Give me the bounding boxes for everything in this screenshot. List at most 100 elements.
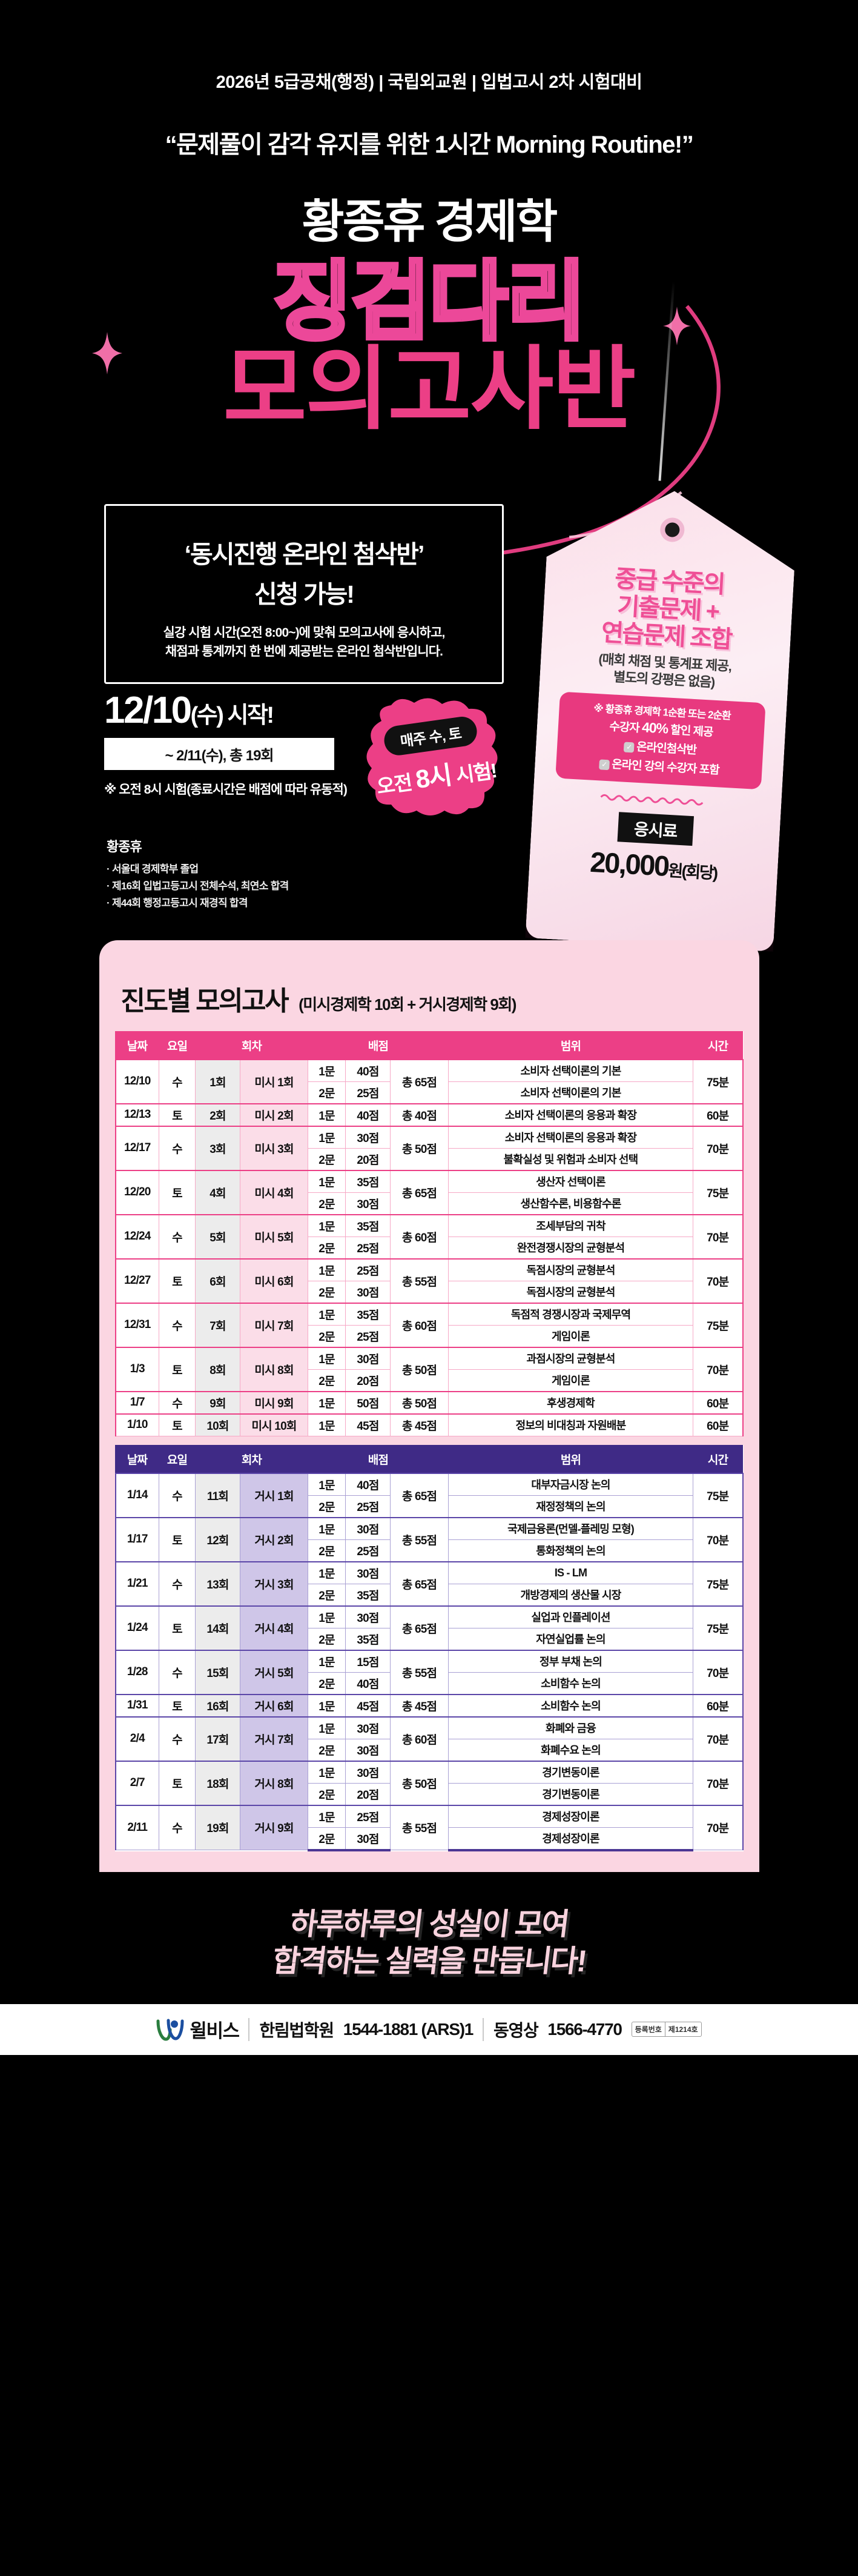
table-row: 12/10 수 1회 미시 1회 1문 40점 총 65점 소비자 선택이론의 기본 75분 bbox=[114, 1058, 744, 1104]
check-icon: ✓ bbox=[623, 742, 635, 753]
cell-points: 35점 bbox=[345, 1302, 391, 1326]
price-tag: 중급 수준의 기출문제 + 연습문제 조합 (매회 채점 및 통계표 제공, 별… bbox=[522, 281, 807, 960]
cell-question-no: 2문 bbox=[308, 1495, 346, 1518]
headline-quote: “문제풀이 감각 유지를 위한 1시간 Morning Routine!” bbox=[165, 131, 694, 158]
cell-session-label: 거시 2회 bbox=[240, 1516, 308, 1562]
table-header-row: 날짜 요일 회차 배점 범위 시간 bbox=[115, 1444, 743, 1473]
cell-range: 소비자 선택이론의 기본 bbox=[448, 1081, 693, 1104]
tag-headline: 중급 수준의 기출문제 + 연습문제 조합 bbox=[553, 562, 784, 656]
headline-instructor-course: 황종휴 경제학 bbox=[302, 196, 558, 248]
cell-session-no: 1회 bbox=[195, 1058, 240, 1104]
footer-bar: 윌비스 한림법학원 1544-1881 (ARS)1 동영상 1566-4770… bbox=[0, 2003, 858, 2055]
cell-session-no: 5회 bbox=[195, 1213, 240, 1259]
start-date-day: (수) 시작! bbox=[190, 702, 274, 728]
cell-range: 불확실성 및 위험과 소비자 선택 bbox=[448, 1147, 693, 1170]
credential-item: · 제44회 행정고등고시 재경직 합격 bbox=[107, 897, 248, 909]
cell-date: 12/17 bbox=[114, 1125, 159, 1170]
cell-total-points: 총 50점 bbox=[389, 1760, 449, 1805]
phone-main[interactable]: 1544-1881 (ARS)1 bbox=[343, 2019, 474, 2039]
cell-total-points: 총 65점 bbox=[389, 1169, 449, 1215]
credential-item: · 제16회 입법고등고시 전체수석, 최연소 합격 bbox=[107, 880, 289, 892]
cell-question-no: 2문 bbox=[308, 1369, 346, 1392]
discount-percent: 40% bbox=[641, 719, 668, 737]
credential-item: · 서울대 경제학부 졸업 bbox=[107, 863, 199, 875]
fee-amount: 20,000 bbox=[589, 845, 670, 882]
cell-session-label: 거시 5회 bbox=[240, 1649, 308, 1695]
col-session: 회차 bbox=[195, 1031, 308, 1060]
cell-question-no: 1문 bbox=[308, 1804, 346, 1828]
online-box-desc-line-2: 채점과 통계까지 한 번에 제공받는 온라인 첨삭반입니다. bbox=[165, 645, 443, 659]
cell-total-points: 총 50점 bbox=[389, 1125, 449, 1170]
professor-name: 황종휴 bbox=[107, 838, 142, 854]
col-day: 요일 bbox=[159, 1031, 196, 1060]
col-date: 날짜 bbox=[115, 1444, 159, 1473]
cell-range: 독점시장의 균형분석 bbox=[448, 1258, 693, 1281]
cell-date: 12/27 bbox=[114, 1258, 159, 1303]
cell-day: 수 bbox=[159, 1649, 196, 1695]
cell-range: 화폐수요 논의 bbox=[448, 1738, 693, 1761]
cell-session-label: 거시 6회 bbox=[240, 1693, 308, 1717]
cell-day: 토 bbox=[159, 1346, 196, 1392]
brand-logo[interactable]: 윌비스 bbox=[156, 2016, 240, 2043]
cell-question-no: 1문 bbox=[308, 1516, 346, 1540]
cell-day: 수 bbox=[159, 1472, 196, 1518]
cell-total-points: 총 65점 bbox=[389, 1605, 449, 1650]
cell-range: 소비자 선택이론의 응용과 확장 bbox=[448, 1125, 693, 1149]
cell-points: 25점 bbox=[345, 1081, 391, 1104]
table-row: 2문 25점 완전경쟁시장의 균형분석 bbox=[116, 1236, 743, 1259]
phone-video[interactable]: 1566-4770 bbox=[547, 2019, 622, 2039]
cell-date: 1/7 bbox=[114, 1390, 159, 1414]
online-box-description: 실강 시험 시간(오전 8:00~)에 맞춰 모의고사에 응시하고, 채점과 통… bbox=[118, 623, 490, 662]
discount-check-1-label: 온라인첨삭반 bbox=[636, 740, 697, 757]
cell-session-no: 16회 bbox=[195, 1693, 240, 1717]
discount-prefix: 수강자 bbox=[609, 720, 642, 735]
cell-range: 경기변동이론 bbox=[448, 1782, 693, 1805]
video-label: 동영상 bbox=[493, 2020, 539, 2040]
cell-session-no: 12회 bbox=[195, 1516, 240, 1562]
cell-date: 1/14 bbox=[114, 1472, 159, 1518]
cell-question-no: 1문 bbox=[308, 1346, 346, 1370]
cell-session-no: 14회 bbox=[195, 1605, 240, 1650]
cell-time: 60분 bbox=[693, 1693, 744, 1717]
table-row: 2문 20점 불확실성 및 위험과 소비자 선택 bbox=[116, 1147, 743, 1170]
blob-time-text: 오전 8시 시험! bbox=[374, 748, 498, 802]
top-banner-text: 2026년 5급공채(행정) | 국립외교원 | 입법고시 2차 시험대비 bbox=[216, 73, 642, 92]
cell-points: 30점 bbox=[345, 1192, 391, 1215]
cell-day: 토 bbox=[159, 1258, 196, 1303]
cell-session-label: 거시 7회 bbox=[240, 1716, 308, 1761]
wave-divider-icon bbox=[600, 794, 704, 806]
cell-points: 25점 bbox=[345, 1258, 391, 1281]
macro-table-body: 1/14 수 11회 거시 1회 1문 40점 총 65점 대부자금시장 논의 75분 2문 25점… bbox=[114, 1472, 744, 1851]
cell-points: 35점 bbox=[345, 1627, 391, 1650]
cell-points: 30점 bbox=[345, 1827, 391, 1851]
academy-name: 한림법학원 bbox=[259, 2020, 334, 2040]
willbes-logo-icon bbox=[156, 2019, 184, 2041]
cell-points: 25점 bbox=[345, 1236, 391, 1259]
cell-question-no: 1문 bbox=[308, 1103, 346, 1126]
col-session: 회차 bbox=[195, 1444, 308, 1473]
cell-time: 75분 bbox=[693, 1605, 744, 1650]
cell-day: 수 bbox=[159, 1058, 196, 1104]
cell-points: 30점 bbox=[345, 1280, 391, 1303]
cell-day: 수 bbox=[159, 1213, 196, 1259]
bottom-slogan: 하루하루의 성실이 모여 합격하는 실력을 만듭니다! bbox=[0, 1871, 858, 2004]
date-range-bar: ~ 2/11(수), 총 19회 bbox=[104, 737, 334, 770]
cell-session-label: 미시 4회 bbox=[240, 1169, 308, 1215]
footer-divider bbox=[248, 2017, 250, 2041]
cell-date: 1/28 bbox=[114, 1649, 159, 1695]
cell-points: 30점 bbox=[345, 1738, 391, 1761]
cell-points: 35점 bbox=[345, 1583, 391, 1606]
table-row: 2/11 수 19회 거시 9회 1문 25점 총 55점 경제성장이론 70분 bbox=[114, 1804, 744, 1850]
table-row: 2문 35점 개방경제의 생산물 시장 bbox=[116, 1583, 743, 1606]
cell-question-no: 1문 bbox=[308, 1716, 346, 1739]
cell-question-no: 1문 bbox=[308, 1058, 346, 1082]
cell-points: 35점 bbox=[345, 1213, 391, 1237]
col-range: 범위 bbox=[448, 1444, 693, 1473]
cell-question-no: 1문 bbox=[308, 1213, 346, 1237]
cell-total-points: 총 45점 bbox=[389, 1693, 449, 1717]
discount-check-2-label: 온라인 강의 수강자 포함 bbox=[611, 758, 720, 777]
cell-session-no: 13회 bbox=[195, 1561, 240, 1606]
cell-total-points: 총 65점 bbox=[389, 1472, 449, 1518]
cell-range: IS - LM bbox=[448, 1561, 693, 1584]
cell-total-points: 총 50점 bbox=[389, 1346, 449, 1392]
